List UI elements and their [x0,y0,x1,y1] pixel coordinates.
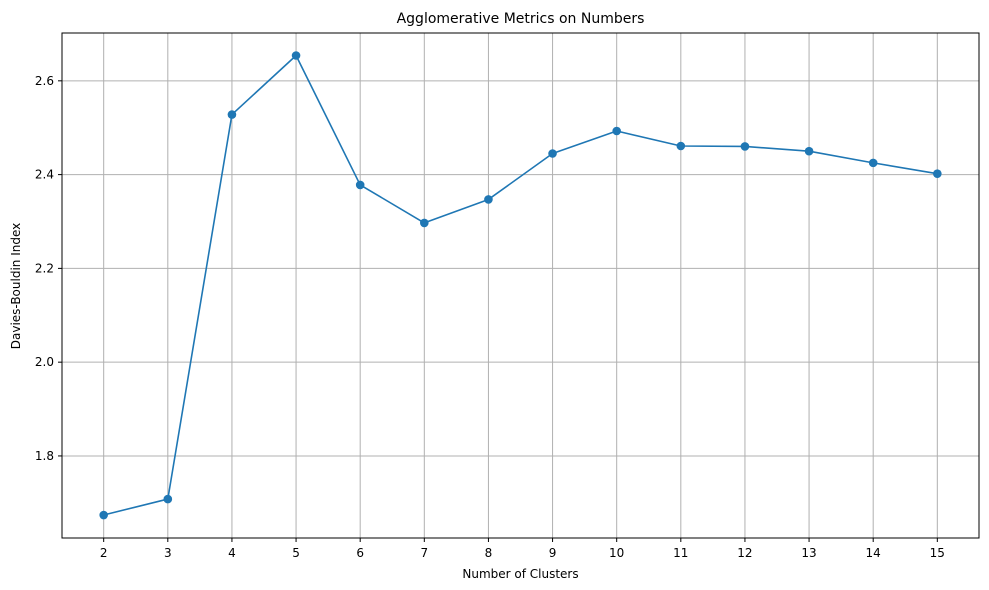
data-point [804,146,814,156]
y-axis-label: Davies-Bouldin Index [9,223,23,350]
x-tick-label: 5 [292,546,300,560]
data-point [612,126,621,136]
series-line [103,54,938,516]
x-tick-label: 9 [549,546,557,560]
y-tick-label: 1.8 [35,449,54,463]
x-tick-label: 3 [164,546,172,560]
plot-frame [61,32,980,539]
x-tick-label: 2 [100,546,108,560]
x-tick-label: 12 [737,546,752,560]
y-tick-label: 2.4 [35,168,54,182]
x-tick-label: 6 [356,546,364,560]
data-point [548,149,557,158]
grid [62,33,979,538]
x-tick-label: 13 [801,546,816,560]
data-point [355,180,365,190]
series-layer [99,51,942,520]
y-tick-label: 2.2 [35,261,54,275]
data-point [99,510,108,520]
chart-title: Agglomerative Metrics on Numbers [397,11,645,27]
x-tick-label: 4 [228,546,236,560]
data-point [291,51,301,60]
data-point [933,169,942,178]
x-tick-label: 15 [930,546,945,560]
x-tick-label: 8 [485,546,493,560]
data-point [227,110,237,119]
y-axis: 1.8 2.0 2.2 2.4 2.6 [35,74,62,463]
y-tick-label: 2.6 [35,74,54,88]
data-point [740,142,750,151]
x-axis: 2 3 4 5 6 7 8 9 10 11 12 13 14 15 [100,538,945,560]
x-tick-label: 14 [866,546,881,560]
data-point [163,494,173,504]
y-tick-label: 2.0 [35,355,54,369]
x-tick-label: 7 [420,546,428,560]
data-point [676,141,686,151]
data-point [484,195,493,204]
data-point [868,158,878,168]
x-tick-label: 11 [673,546,688,560]
x-tick-label: 10 [609,546,624,560]
data-point [420,218,429,228]
x-axis-label: Number of Clusters [462,567,578,581]
